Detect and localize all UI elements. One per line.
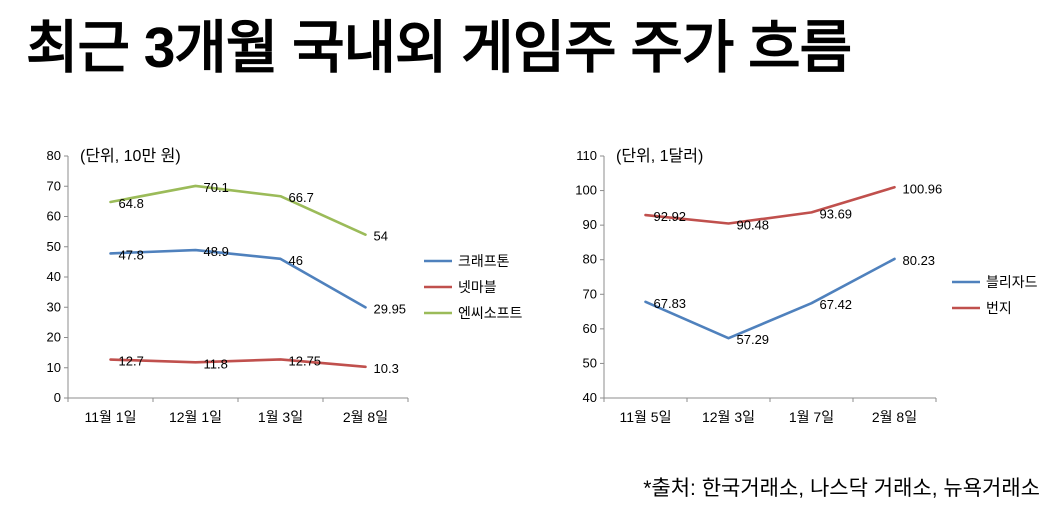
data-label: 92.92 (654, 209, 687, 224)
foreign-game-stock-chart: 40 50 60 70 80 90 100 110 11월 5일 12월 3일 1월 7일 2월 8일… (558, 138, 1056, 453)
y-tick-label: 110 (576, 148, 597, 163)
legend-item: 크래프톤 (424, 253, 510, 269)
y-tick-label: 30 (47, 299, 61, 314)
y-tick-label: 60 (583, 321, 597, 336)
data-label: 57.29 (737, 332, 770, 347)
chart-svg: 40 50 60 70 80 90 100 110 11월 5일 12월 3일 1월 7일 2월 8일… (575, 147, 1038, 425)
legend-label: 블리자드 (986, 274, 1038, 290)
data-label: 46 (289, 253, 303, 268)
series-line (109, 248, 367, 309)
unit-label: (단위, 10만 원) (80, 147, 181, 165)
x-tick-label: 11월 1일 (85, 409, 137, 425)
source-note: *출처: 한국거래소, 나스닥 거래소, 뉴욕거래소 (643, 477, 1040, 500)
y-tick-label: 70 (47, 178, 61, 193)
y-tick-label: 100 (575, 183, 597, 198)
data-label: 70.1 (204, 180, 229, 195)
x-tick-label: 12월 1일 (169, 409, 222, 425)
data-label: 66.7 (289, 190, 314, 205)
x-tick-label: 11월 5일 (620, 409, 672, 425)
y-tick-label: 50 (583, 355, 597, 370)
data-label: 93.69 (820, 206, 853, 221)
series-line (644, 185, 896, 225)
y-tick-label: 50 (47, 239, 61, 254)
legend-item: 넷마블 (424, 279, 497, 295)
x-tick-label: 2월 8일 (343, 409, 388, 425)
legend-label: 번지 (986, 300, 1012, 316)
data-label: 67.83 (654, 296, 687, 311)
data-label: 47.8 (119, 247, 144, 262)
y-tick-label: 20 (47, 330, 61, 345)
data-label: 12.75 (289, 353, 322, 368)
legend-item: 블리자드 (952, 274, 1038, 290)
series-line (109, 184, 367, 236)
data-label: 100.96 (903, 181, 943, 196)
data-label: 64.8 (119, 196, 144, 211)
series-line (109, 358, 367, 369)
legend-label: 크래프톤 (458, 253, 510, 269)
chart-svg: 0 10 20 30 40 50 60 70 80 11월 1일 12월 1일 1월 3일 2월 8일 (… (47, 147, 523, 425)
x-tick-label: 2월 8일 (872, 409, 917, 425)
page-title: 최근 3개월 국내외 게임주 주가 흐름 (26, 16, 852, 80)
data-label: 90.48 (737, 217, 770, 232)
domestic-game-stock-chart: 0 10 20 30 40 50 60 70 80 11월 1일 12월 1일 1월 3일 2월 8일 (… (28, 138, 538, 453)
data-label: 80.23 (903, 253, 936, 268)
y-tick-label: 0 (54, 390, 61, 405)
legend-item: 번지 (952, 300, 1012, 316)
x-tick-label: 1월 3일 (258, 409, 303, 425)
data-label: 10.3 (374, 361, 399, 376)
series-line (644, 257, 896, 340)
data-label: 11.8 (204, 356, 228, 371)
data-label: 29.95 (374, 301, 407, 316)
y-tick-label: 10 (47, 360, 61, 375)
y-tick-label: 80 (47, 148, 61, 163)
legend-label: 넷마블 (458, 279, 497, 295)
data-label: 48.9 (204, 244, 229, 259)
x-tick-label: 12월 3일 (702, 409, 755, 425)
y-tick-label: 60 (47, 209, 61, 224)
x-tick-label: 1월 7일 (789, 409, 834, 425)
y-tick-label: 80 (583, 252, 597, 267)
legend-label: 엔씨소프트 (458, 305, 523, 321)
y-tick-label: 40 (47, 269, 61, 284)
y-tick-label: 90 (583, 217, 597, 232)
data-label: 67.42 (820, 297, 853, 312)
data-label: 54 (374, 229, 388, 244)
unit-label: (단위, 1달러) (616, 147, 703, 165)
data-label: 12.7 (119, 354, 144, 369)
y-tick-label: 70 (583, 286, 597, 301)
legend-item: 엔씨소프트 (424, 305, 523, 321)
y-tick-label: 40 (583, 390, 597, 405)
